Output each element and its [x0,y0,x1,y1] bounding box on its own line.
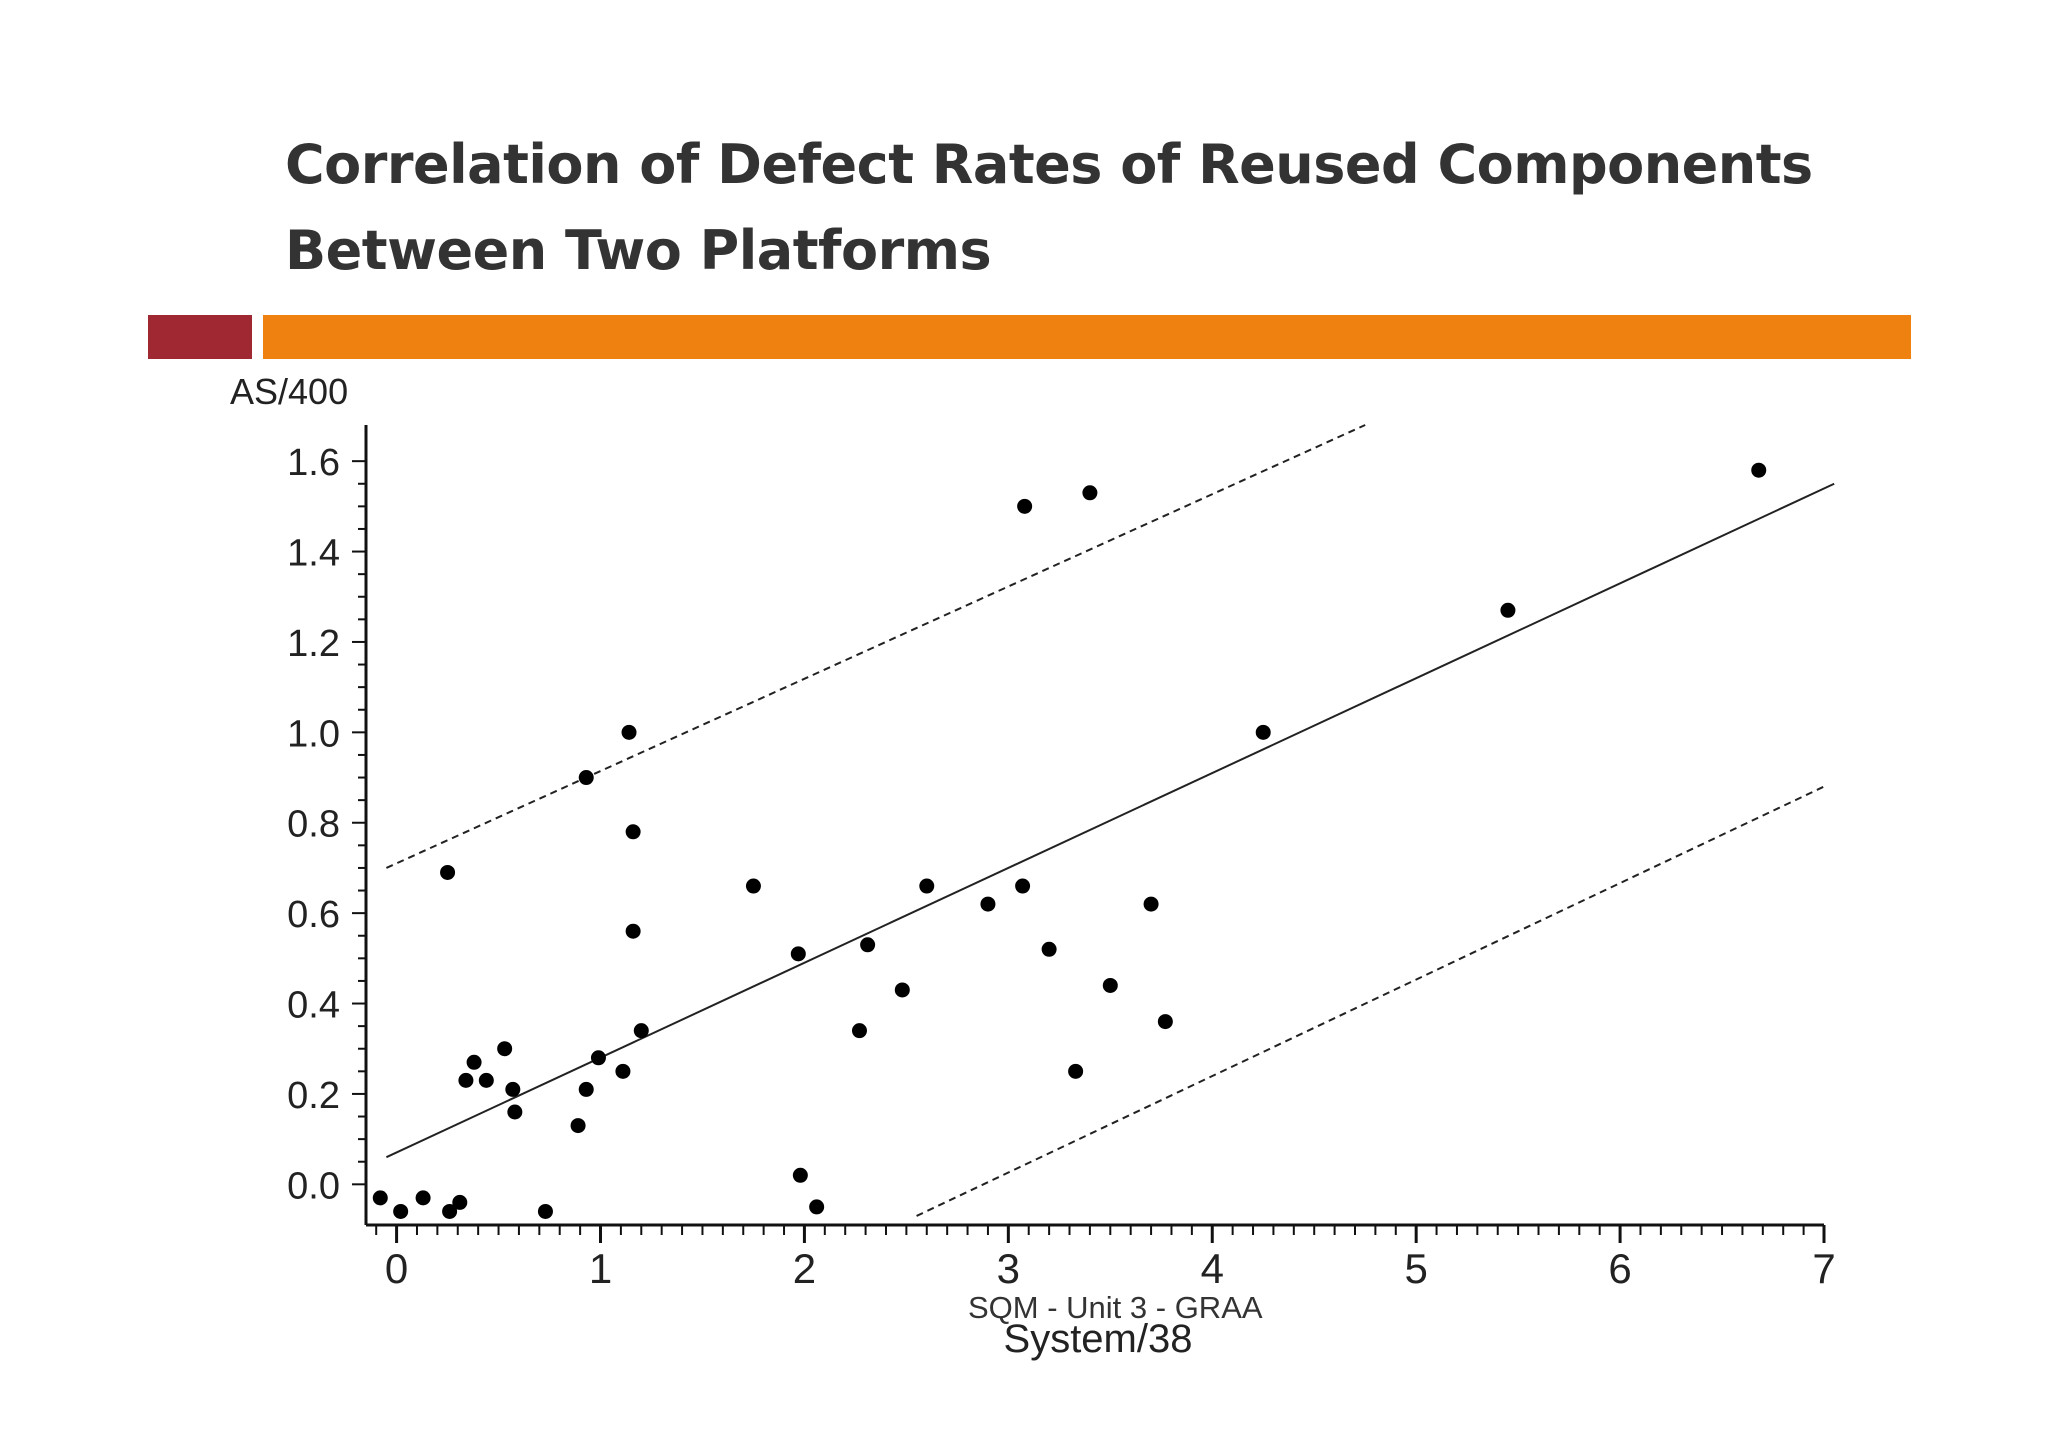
y-axis-label: AS/400 [230,371,348,412]
fit-line [385,482,1835,1159]
x-axis-label: System/38 [1004,1317,1193,1361]
data-point [860,937,876,953]
data-point [1102,977,1118,993]
data-point [1041,941,1057,957]
data-point [440,864,456,880]
data-point [809,1199,825,1215]
data-point [478,1072,494,1088]
data-point [1082,485,1098,501]
chart-points [372,462,1767,1219]
data-point [1255,724,1271,740]
y-tick-label: 0.8 [287,804,340,846]
x-tick-label: 4 [1201,1245,1224,1292]
data-point [458,1072,474,1088]
data-point [505,1081,521,1097]
data-point [894,982,910,998]
x-tick-label: 2 [793,1245,816,1292]
data-point [1157,1014,1173,1030]
x-tick-label: 6 [1608,1245,1631,1292]
data-point [507,1104,523,1120]
data-point [578,770,594,786]
data-point [537,1203,553,1219]
x-tick-label: 7 [1812,1245,1835,1292]
data-point [1017,498,1033,514]
data-point [1015,878,1031,894]
y-tick-label: 1.2 [287,623,340,665]
chart-labels: 0.0 0.2 0.4 0.6 0.8 1.0 1.2 1.4 1.6 0 1 2 3 4 5 6 7 AS/40… [230,371,1836,1361]
data-point [851,1023,867,1039]
data-point [625,824,641,840]
data-point [1068,1063,1084,1079]
data-point [393,1203,409,1219]
slide-title: Correlation of Defect Rates of Reused Co… [285,122,1935,294]
data-point [1751,462,1767,478]
data-point [578,1081,594,1097]
accent-bar-red [148,315,252,359]
y-tick-label: 1.0 [287,713,340,755]
data-point [570,1118,586,1134]
chart-lines [385,424,1835,1217]
slide-title-line-1: Correlation of Defect Rates of Reused Co… [285,133,1813,196]
data-point [590,1050,606,1066]
data-point [919,878,935,894]
slide-footer: SQM - Unit 3 - GRAA [968,1290,1263,1325]
accent-bar-orange [263,315,1911,359]
data-point [745,878,761,894]
data-point [1143,896,1159,912]
data-point [625,923,641,939]
data-point [452,1194,468,1210]
data-point [790,946,806,962]
y-tick-label: 1.4 [287,533,340,575]
data-point [442,1203,458,1219]
y-tick-label: 0.4 [287,985,340,1027]
upper-bound-line [385,424,1366,869]
y-tick-label: 0.0 [287,1165,340,1207]
x-tick-label: 0 [385,1245,408,1292]
data-point [615,1063,631,1079]
data-point [466,1054,482,1070]
x-tick-label: 1 [589,1245,612,1292]
data-point [621,724,637,740]
x-tick-label: 3 [997,1245,1020,1292]
chart-axes [352,425,1826,1243]
data-point [1500,602,1516,618]
data-point [497,1041,513,1057]
data-point [633,1023,649,1039]
y-tick-label: 0.2 [287,1075,340,1117]
data-point [792,1167,808,1183]
data-point [980,896,996,912]
x-tick-label: 5 [1404,1245,1427,1292]
y-tick-label: 0.6 [287,894,340,936]
y-tick-label: 1.6 [287,442,340,484]
slide-title-line-2: Between Two Platforms [285,219,992,282]
data-point [372,1190,388,1206]
lower-bound-line [916,785,1825,1217]
data-point [415,1190,431,1206]
